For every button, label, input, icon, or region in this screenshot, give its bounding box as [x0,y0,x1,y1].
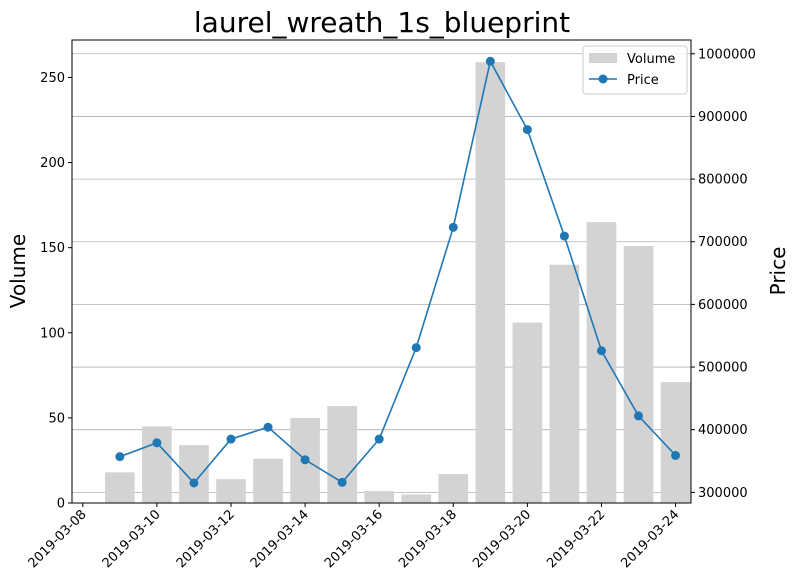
x-tick-label: 2019-03-22 [544,507,608,571]
grid-lines [72,53,691,493]
volume-bar [253,458,283,503]
x-tick-label: 2019-03-08 [26,507,90,571]
legend-swatch-volume [589,53,617,63]
price-point [522,125,532,135]
x-tick-label: 2019-03-10 [100,507,164,571]
x-tick-label: 2019-03-18 [396,507,460,571]
volume-bars [105,62,691,504]
volume-bar [623,245,654,503]
y2-tick-label: 300000 [698,486,748,501]
price-point [189,478,199,488]
price-point [671,450,681,460]
legend: Volume Price [582,45,688,95]
y2-tick-label: 1000000 [698,47,756,62]
price-point [152,438,162,448]
price-line [119,59,677,485]
volume-bar [438,474,469,503]
volume-bar [364,491,395,503]
y-tick-label: 150 [40,241,65,256]
volume-bar [512,322,543,503]
price-point [374,434,384,444]
y2-tick-label: 500000 [698,361,748,376]
price-point [448,222,458,232]
x-tick-label: 2019-03-16 [322,507,386,571]
y-tick-label: 200 [40,156,65,171]
price-line-series [115,56,681,488]
price-point [634,411,644,421]
volume-bar [475,62,506,504]
price-point [485,56,495,66]
price-point [300,455,310,465]
price-point [226,434,236,444]
x-tick-label: 2019-03-12 [174,507,238,571]
y2-tick-label: 600000 [698,298,748,313]
y2-tick-label: 900000 [698,110,748,125]
volume-bar [216,479,246,503]
plot-frame [71,39,692,504]
y2-tick-label: 700000 [698,235,748,250]
x-tick-label: 2019-03-20 [470,507,534,571]
y-tick-label: 0 [57,497,65,512]
volume-bar [179,445,209,503]
y-tick-label: 100 [40,326,65,341]
volume-bar [327,405,357,503]
y2-tick-label: 400000 [698,423,748,438]
chart-title: laurel_wreath_1s_blueprint [194,6,570,39]
price-point [559,231,569,241]
price-point [337,477,347,487]
price-point [411,343,421,353]
volume-bar [586,222,617,503]
y-tick-label: 50 [48,411,65,426]
legend-label-price: Price [627,73,659,88]
volume-bar [105,472,135,503]
price-point [115,452,125,462]
volume-bar [549,264,580,503]
y-axis-right-title: Price [766,247,790,296]
y2-tick-label: 800000 [698,173,748,188]
volume-bar [660,382,691,503]
legend-label-volume: Volume [627,52,675,67]
price-point [596,346,606,356]
price-point [263,422,273,432]
volume-bar [142,426,172,503]
volume-bar [401,494,432,503]
y-tick-label: 250 [40,71,65,86]
x-tick-label: 2019-03-14 [248,507,312,571]
legend-marker-price [598,74,608,84]
y-axis-left-title: Volume [6,234,30,308]
x-tick-label: 2019-03-24 [618,507,682,571]
